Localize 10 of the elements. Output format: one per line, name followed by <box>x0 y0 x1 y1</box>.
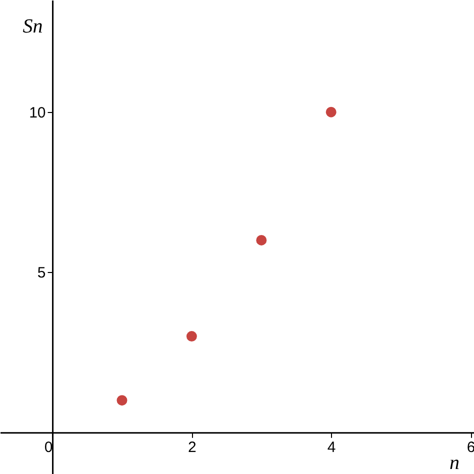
point <box>256 234 267 246</box>
y-tick-label: 10 <box>29 104 46 122</box>
x-axis-title: n <box>450 452 460 474</box>
point <box>186 331 197 342</box>
point <box>116 395 128 406</box>
y-axis-title: Sn <box>22 16 43 38</box>
x-tick-label: 2 <box>188 438 196 456</box>
point <box>326 106 336 118</box>
x-tick-label: 4 <box>327 438 336 456</box>
y-tick-label: 5 <box>37 264 46 282</box>
